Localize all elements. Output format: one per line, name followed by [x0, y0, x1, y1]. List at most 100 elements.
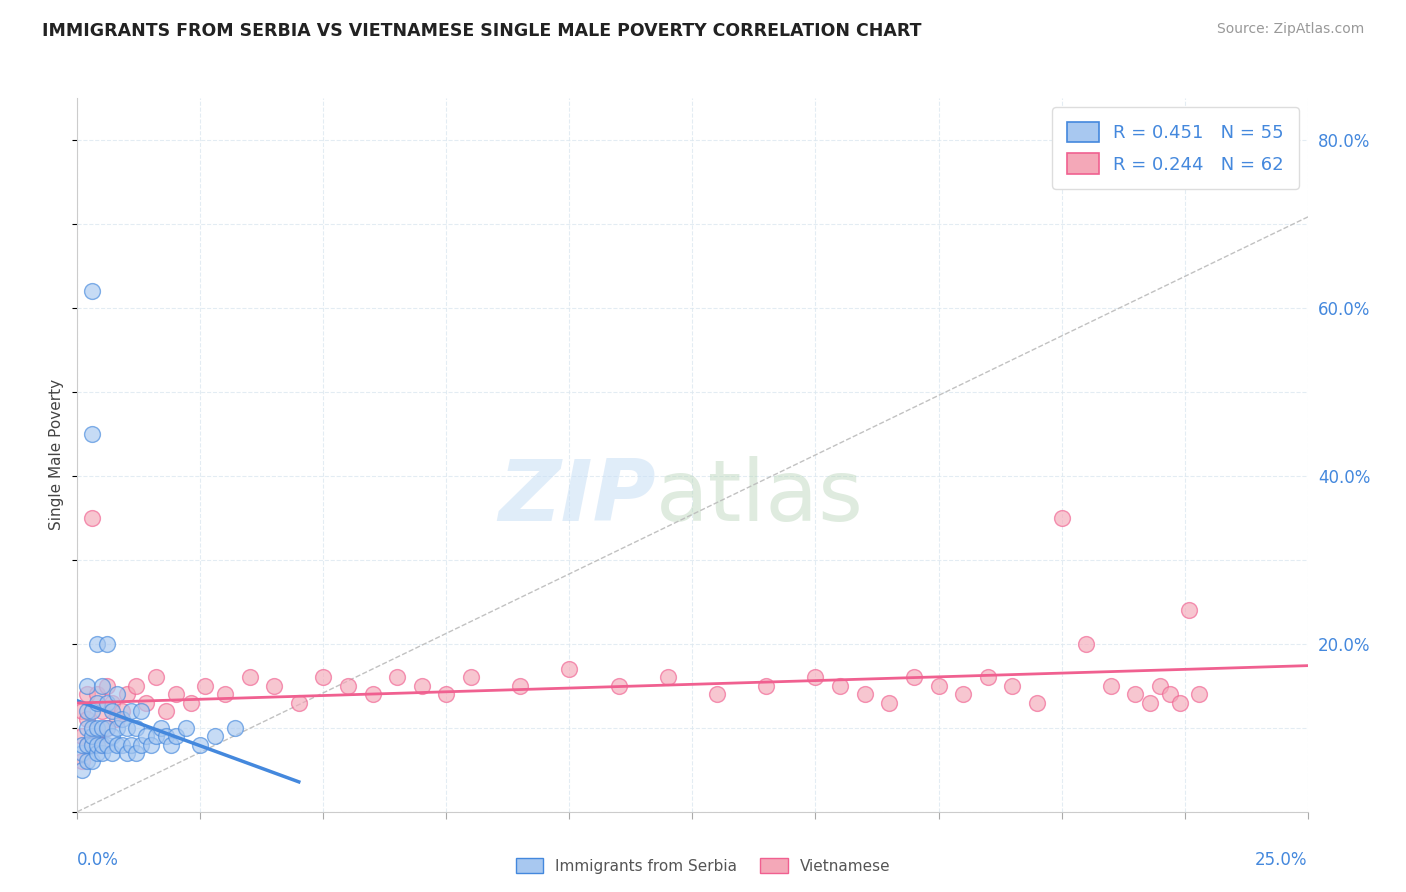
Point — [86, 738, 108, 752]
Point — [86, 637, 108, 651]
Point — [830, 679, 852, 693]
Point — [96, 721, 118, 735]
Point — [101, 696, 124, 710]
Point — [70, 755, 93, 769]
Point — [76, 679, 98, 693]
Point — [105, 687, 128, 701]
Point — [82, 729, 104, 743]
Point — [135, 729, 157, 743]
Point — [70, 704, 93, 718]
Point — [82, 284, 104, 298]
Point — [96, 721, 118, 735]
Point — [70, 729, 93, 743]
Point — [70, 738, 93, 752]
Point — [86, 746, 108, 760]
Point — [204, 729, 226, 743]
Point — [105, 721, 128, 735]
Point — [76, 755, 98, 769]
Point — [977, 670, 1000, 684]
Point — [105, 712, 128, 726]
Point — [101, 729, 124, 743]
Legend: Immigrants from Serbia, Vietnamese: Immigrants from Serbia, Vietnamese — [509, 852, 897, 880]
Point — [165, 687, 187, 701]
Point — [1178, 603, 1201, 617]
Point — [1159, 687, 1181, 701]
Point — [76, 687, 98, 701]
Point — [460, 670, 482, 684]
Point — [387, 670, 409, 684]
Point — [105, 738, 128, 752]
Point — [263, 679, 285, 693]
Point — [101, 704, 124, 718]
Point — [1076, 637, 1098, 651]
Point — [82, 738, 104, 752]
Point — [131, 738, 153, 752]
Point — [1139, 696, 1161, 710]
Y-axis label: Single Male Poverty: Single Male Poverty — [49, 379, 65, 531]
Point — [1026, 696, 1049, 710]
Point — [1099, 679, 1122, 693]
Point — [436, 687, 458, 701]
Point — [224, 721, 246, 735]
Point — [76, 738, 98, 752]
Point — [70, 763, 93, 777]
Point — [755, 679, 778, 693]
Point — [121, 738, 143, 752]
Point — [115, 746, 138, 760]
Point — [82, 755, 104, 769]
Point — [82, 511, 104, 525]
Point — [853, 687, 876, 701]
Point — [96, 738, 118, 752]
Point — [607, 679, 630, 693]
Point — [145, 729, 167, 743]
Point — [1188, 687, 1211, 701]
Point — [90, 738, 114, 752]
Point — [90, 738, 114, 752]
Point — [190, 738, 212, 752]
Text: IMMIGRANTS FROM SERBIA VS VIETNAMESE SINGLE MALE POVERTY CORRELATION CHART: IMMIGRANTS FROM SERBIA VS VIETNAMESE SIN… — [42, 22, 922, 40]
Text: 0.0%: 0.0% — [77, 851, 120, 869]
Point — [70, 746, 93, 760]
Point — [121, 704, 143, 718]
Point — [155, 704, 177, 718]
Point — [86, 721, 108, 735]
Text: ZIP: ZIP — [498, 456, 655, 540]
Point — [125, 721, 148, 735]
Point — [125, 746, 148, 760]
Point — [194, 679, 217, 693]
Point — [1168, 696, 1191, 710]
Point — [90, 704, 114, 718]
Point — [90, 679, 114, 693]
Text: Source: ZipAtlas.com: Source: ZipAtlas.com — [1216, 22, 1364, 37]
Point — [76, 738, 98, 752]
Point — [1125, 687, 1147, 701]
Point — [145, 670, 167, 684]
Point — [903, 670, 925, 684]
Point — [76, 712, 98, 726]
Point — [82, 738, 104, 752]
Point — [125, 679, 148, 693]
Point — [928, 679, 950, 693]
Point — [657, 670, 679, 684]
Point — [111, 704, 132, 718]
Point — [1001, 679, 1024, 693]
Point — [312, 670, 335, 684]
Point — [111, 738, 132, 752]
Point — [952, 687, 974, 701]
Point — [337, 679, 360, 693]
Point — [131, 704, 153, 718]
Point — [804, 670, 827, 684]
Text: 25.0%: 25.0% — [1256, 851, 1308, 869]
Point — [90, 746, 114, 760]
Text: atlas: atlas — [655, 456, 863, 540]
Point — [165, 729, 187, 743]
Point — [115, 687, 138, 701]
Point — [96, 696, 118, 710]
Point — [76, 704, 98, 718]
Point — [86, 687, 108, 701]
Point — [96, 637, 118, 651]
Point — [82, 721, 104, 735]
Point — [558, 662, 581, 676]
Point — [86, 729, 108, 743]
Point — [96, 679, 118, 693]
